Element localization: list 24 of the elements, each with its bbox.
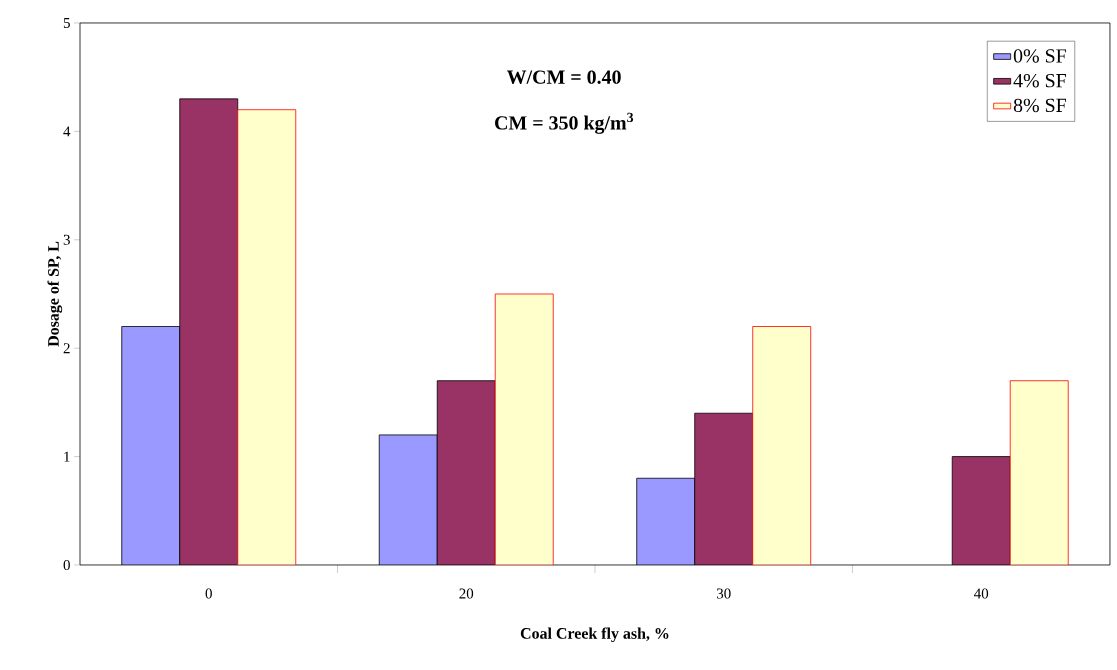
legend-label: 4% SF bbox=[1013, 73, 1067, 88]
y-tick-label: 4 bbox=[63, 126, 71, 137]
x-tick-label: 20 bbox=[459, 588, 474, 599]
y-axis-title: Dosage of SP, L bbox=[47, 241, 63, 347]
bar bbox=[378, 434, 438, 565]
y-tick-label: 0 bbox=[63, 559, 70, 571]
bar bbox=[237, 109, 297, 565]
legend-label: 0% SF bbox=[1013, 49, 1067, 63]
annotation: CM = 350 kg/m$^{3}$ bbox=[495, 112, 634, 134]
y-tick-label: 2 bbox=[63, 343, 70, 354]
bar bbox=[636, 477, 696, 565]
bar bbox=[494, 293, 554, 565]
legend-label: 8% SF bbox=[1013, 98, 1067, 113]
x-tick-label: 30 bbox=[716, 588, 731, 599]
x-axis-title: Coal Creek fly ash, % bbox=[520, 627, 669, 643]
x-tick-label: 0 bbox=[205, 588, 212, 599]
bar bbox=[1009, 380, 1069, 565]
bar bbox=[752, 326, 812, 565]
y-tick-label: 1 bbox=[64, 451, 70, 462]
y-tick-label: 5 bbox=[63, 18, 70, 28]
x-tick-label: 40 bbox=[974, 588, 989, 599]
y-tick-label: 3 bbox=[63, 234, 70, 245]
bar bbox=[121, 326, 181, 565]
annotation: W/CM = 0.40 bbox=[506, 70, 621, 84]
